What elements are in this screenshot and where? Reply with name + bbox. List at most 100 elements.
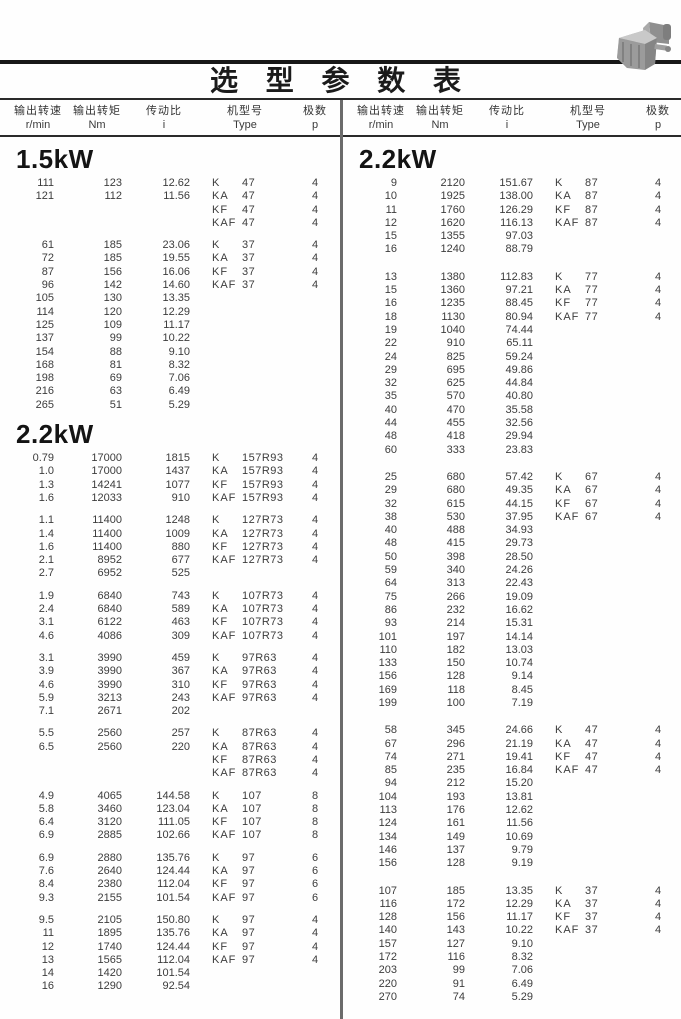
table-row: KAF 87R63 4 bbox=[0, 767, 340, 780]
power-section: 2.2kW 9 2120 151.67 K 87 4 10 1925 138.00 KA 87 4 11 1… bbox=[343, 144, 681, 1004]
table-row: 172 116 8.32 bbox=[343, 951, 681, 964]
ratio-value: 23.83 bbox=[505, 443, 533, 456]
speed-value: 14 bbox=[41, 967, 54, 980]
type-number: 37 bbox=[585, 884, 599, 897]
column-label: 机型号 bbox=[570, 105, 606, 117]
ratio-value: 40.80 bbox=[505, 390, 533, 403]
type-prefix bbox=[541, 404, 585, 417]
column-label: 输出转矩 bbox=[416, 105, 464, 117]
type-number: 157R93 bbox=[242, 465, 284, 478]
type-number: 47 bbox=[585, 764, 599, 777]
column-unit: Nm bbox=[431, 119, 449, 131]
type-number bbox=[585, 857, 635, 870]
torque-value: 1620 bbox=[440, 216, 465, 229]
speed-value: 1.1 bbox=[38, 514, 54, 527]
type-prefix bbox=[541, 230, 585, 243]
type-prefix bbox=[541, 951, 585, 964]
table-row: 220 91 6.49 bbox=[343, 978, 681, 991]
column-label: 传动比 bbox=[146, 105, 182, 117]
type-prefix bbox=[198, 292, 242, 305]
torque-value: 1380 bbox=[440, 270, 465, 283]
speed-value: 1.9 bbox=[38, 589, 54, 602]
ratio-value: 88.45 bbox=[505, 297, 533, 310]
type-number bbox=[242, 359, 292, 372]
table-row: 1.6 11400 880 KF 127R73 4 bbox=[0, 541, 340, 554]
column-unit: r/min bbox=[368, 119, 394, 131]
type-number bbox=[585, 230, 635, 243]
poles-value: 4 bbox=[311, 691, 319, 704]
selection-parameter-table: 输出转速 r/min 输出转矩 Nm 传动比 i 机型号 Type 极数 p 1.5kW 111 12… bbox=[0, 98, 681, 1019]
speed-value: 38 bbox=[384, 510, 397, 523]
type-number bbox=[242, 567, 292, 580]
type-prefix bbox=[541, 577, 585, 590]
torque-value: 6952 bbox=[97, 567, 122, 580]
speed-value: 6.4 bbox=[38, 816, 54, 829]
torque-value: 100 bbox=[446, 696, 465, 709]
speed-value: 5.5 bbox=[38, 727, 54, 740]
type-number: 97 bbox=[242, 851, 256, 864]
type-number bbox=[585, 991, 635, 1004]
poles-value: 4 bbox=[311, 940, 319, 953]
type-prefix: KAF bbox=[555, 924, 580, 937]
ratio-value: 32.56 bbox=[505, 417, 533, 430]
poles-value bbox=[635, 964, 681, 977]
speed-value: 8.4 bbox=[38, 878, 54, 891]
table-row: KF 47 4 bbox=[0, 204, 340, 217]
torque-value: 680 bbox=[446, 484, 465, 497]
torque-value: 91 bbox=[452, 977, 465, 990]
table-row: 85 235 16.84 KAF 47 4 bbox=[343, 764, 681, 777]
column-label: 输出转速 bbox=[357, 105, 405, 117]
column-header-speed: 输出转速 r/min bbox=[355, 104, 407, 132]
type-number bbox=[585, 951, 635, 964]
ratio-value: 743 bbox=[171, 589, 190, 602]
poles-value: 4 bbox=[311, 665, 319, 678]
speed-value: 19 bbox=[384, 323, 397, 336]
type-prefix: KF bbox=[212, 678, 229, 691]
ratio-value: 24.26 bbox=[505, 564, 533, 577]
poles-value: 4 bbox=[654, 497, 662, 510]
torque-value: 11400 bbox=[92, 527, 122, 540]
table-row: 93 214 15.31 bbox=[343, 617, 681, 630]
speed-value: 40 bbox=[384, 524, 397, 537]
torque-value: 161 bbox=[446, 817, 465, 830]
table-row: 9 2120 151.67 K 87 4 bbox=[343, 177, 681, 190]
poles-value: 4 bbox=[311, 465, 319, 478]
table-row: 270 74 5.29 bbox=[343, 991, 681, 1004]
ratio-value: 1437 bbox=[165, 465, 190, 478]
column-header-type: 机型号 Type bbox=[198, 104, 292, 132]
speed-value: 216 bbox=[35, 385, 54, 398]
torque-value: 212 bbox=[446, 777, 465, 790]
table-row: 15 1355 97.03 bbox=[343, 230, 681, 243]
speed-value: 29 bbox=[384, 363, 397, 376]
torque-value: 99 bbox=[452, 964, 465, 977]
speed-value: 72 bbox=[41, 252, 54, 265]
torque-value: 156 bbox=[103, 265, 122, 278]
table-row: 168 81 8.32 bbox=[0, 359, 340, 372]
torque-value: 2640 bbox=[97, 865, 122, 878]
poles-value bbox=[292, 385, 338, 398]
poles-value: 4 bbox=[654, 911, 662, 924]
torque-value: 51 bbox=[109, 398, 122, 411]
column-header-ratio: 传动比 i bbox=[473, 104, 541, 132]
table-row: 157 127 9.10 bbox=[343, 938, 681, 951]
type-prefix: KA bbox=[212, 927, 229, 940]
speed-value: 133 bbox=[378, 657, 397, 670]
type-prefix: KA bbox=[212, 190, 229, 203]
speed-value: 1.3 bbox=[38, 478, 54, 491]
type-number: 157R93 bbox=[242, 491, 284, 504]
torque-value: 17000 bbox=[91, 452, 122, 465]
torque-value: 128 bbox=[446, 670, 465, 683]
speed-value: 9.3 bbox=[38, 891, 54, 904]
torque-value: 120 bbox=[103, 305, 122, 318]
type-prefix: KAF bbox=[212, 891, 237, 904]
poles-value bbox=[635, 697, 681, 710]
poles-value bbox=[635, 404, 681, 417]
speed-value: 1.4 bbox=[38, 527, 54, 540]
speed-value: 3.1 bbox=[38, 651, 54, 664]
data-block: 3.1 3990 459 K 97R63 4 3.9 3990 367 KA 97R63 4 4.6 39… bbox=[0, 652, 340, 718]
type-number bbox=[585, 844, 635, 857]
ratio-value: 49.86 bbox=[505, 363, 533, 376]
table-row: 104 193 13.81 bbox=[343, 791, 681, 804]
ratio-value: 9.10 bbox=[168, 345, 190, 358]
poles-value: 4 bbox=[311, 265, 319, 278]
